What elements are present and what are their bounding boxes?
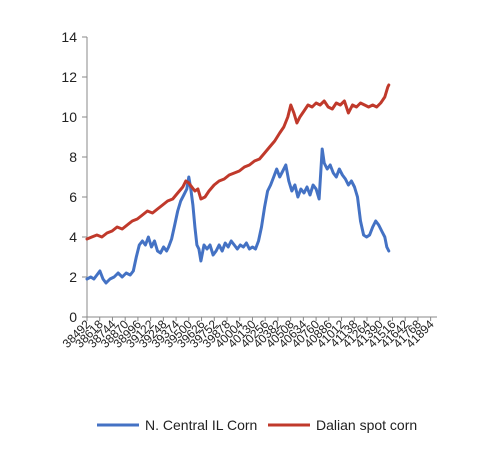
legend: N. Central IL Corn Dalian spot corn [97,417,417,433]
legend-label: N. Central IL Corn [145,417,257,433]
y-tick-label: 12 [61,69,77,85]
y-tick-label: 0 [69,309,77,325]
y-tick-label: 8 [69,149,77,165]
y-tick-label: 2 [69,269,77,285]
series-line-dalian-corn [85,83,391,241]
series-lines [85,83,391,285]
legend-label: Dalian spot corn [316,417,417,433]
y-tick-label: 4 [69,229,77,245]
y-tick-label: 6 [69,189,77,205]
axes: 0246810121438492386183874438870389963912… [60,29,437,351]
series-line-il-corn [85,147,391,285]
y-tick-label: 14 [61,29,77,45]
y-tick-label: 10 [61,109,77,125]
